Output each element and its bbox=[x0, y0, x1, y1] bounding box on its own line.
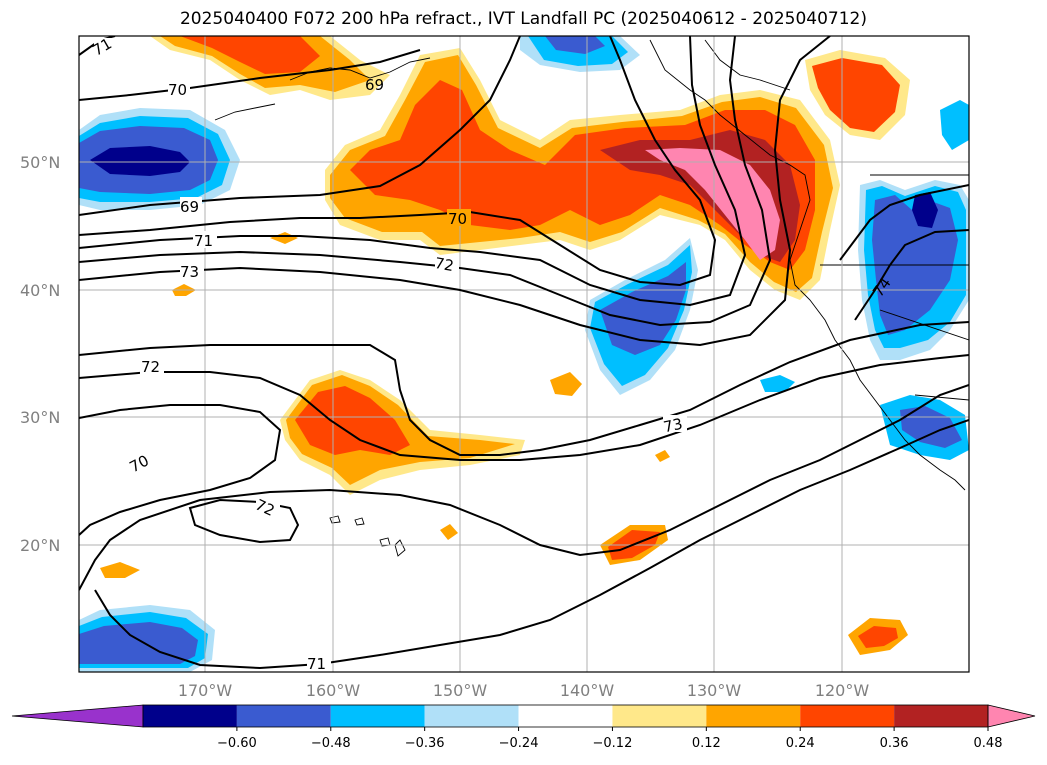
lon-label-120w: 120°W bbox=[815, 681, 870, 700]
colorbar-swatch bbox=[706, 705, 801, 727]
colorbar-swatch bbox=[143, 705, 237, 727]
colorbar-tick-label: 0.12 bbox=[692, 736, 721, 751]
contour-label-73-lower: 73 bbox=[662, 415, 684, 437]
contour-label-group: 71 70 69 69 70 71 72 73 72 70 72 73 71 bbox=[89, 35, 894, 673]
contour-label-72-upper: 72 bbox=[433, 254, 455, 275]
contour-label-71-bottom: 71 bbox=[307, 655, 326, 673]
colorbar-tick-label: −0.12 bbox=[593, 736, 633, 751]
lat-label-20n: 20°N bbox=[20, 536, 60, 555]
contour-label-69: 69 bbox=[180, 198, 199, 216]
longitude-labels: 170°W 160°W 150°W 140°W 130°W 120°W bbox=[178, 681, 870, 700]
negative-anomaly-fields bbox=[79, 36, 969, 672]
graticule bbox=[79, 36, 969, 672]
lon-label-170w: 170°W bbox=[178, 681, 233, 700]
positive-anomaly-aleutians bbox=[150, 36, 390, 100]
lat-label-40n: 40°N bbox=[20, 281, 60, 300]
contour-label-70-top: 70 bbox=[168, 81, 187, 99]
map-title: 2025040400 F072 200 hPa refract., IVT La… bbox=[179, 9, 867, 29]
lon-label-140w: 140°W bbox=[560, 681, 615, 700]
coastlines bbox=[214, 39, 969, 557]
colorbar-tick-label: 0.24 bbox=[786, 736, 815, 751]
colorbar-tick-label: 0.36 bbox=[880, 736, 909, 751]
colorbar-tick-label: −0.36 bbox=[405, 736, 445, 751]
colorbar-swatch bbox=[236, 705, 331, 727]
lat-label-50n: 50°N bbox=[20, 153, 60, 172]
positive-anomaly-gulf-alaska bbox=[805, 50, 910, 140]
colorbar-swatch bbox=[424, 705, 519, 727]
colorbar-tick-label: −0.60 bbox=[217, 736, 257, 751]
lon-label-150w: 150°W bbox=[433, 681, 488, 700]
map-area: 71 70 69 69 70 71 72 73 72 70 72 73 71 bbox=[79, 35, 969, 673]
colorbar-swatch bbox=[800, 705, 895, 727]
colorbar-swatch bbox=[894, 705, 988, 727]
colorbar-frame bbox=[142, 704, 989, 728]
colorbar-swatch bbox=[330, 705, 425, 727]
colorbar-swatch bbox=[612, 705, 707, 727]
lon-label-160w: 160°W bbox=[306, 681, 361, 700]
contour-label-71: 71 bbox=[194, 232, 213, 250]
contour-label-73-upper: 73 bbox=[180, 263, 199, 281]
positive-anomaly-subtropical bbox=[100, 232, 908, 655]
map-frame bbox=[78, 35, 970, 673]
latitude-labels: 50°N 40°N 30°N 20°N bbox=[20, 153, 60, 555]
colorbar: −0.60 −0.48 −0.36 −0.24 −0.12 0.12 0.24 0.36 0.4… bbox=[11, 704, 1036, 751]
contour-label-70: 70 bbox=[448, 210, 467, 228]
colorbar-tick-label: 0.48 bbox=[974, 736, 1003, 751]
colorbar-tick-label: −0.24 bbox=[499, 736, 539, 751]
lon-label-130w: 130°W bbox=[687, 681, 742, 700]
colorbar-tick-label: −0.48 bbox=[311, 736, 351, 751]
colorbar-extend-high bbox=[987, 704, 1036, 728]
colorbar-extend-low bbox=[11, 704, 144, 728]
contour-label-71-top: 71 bbox=[89, 35, 115, 60]
lat-label-30n: 30°N bbox=[20, 408, 60, 427]
contour-label-72-middle: 72 bbox=[141, 358, 160, 376]
contour-label-69-aleutians: 69 bbox=[365, 76, 384, 94]
colorbar-swatch bbox=[518, 705, 613, 727]
